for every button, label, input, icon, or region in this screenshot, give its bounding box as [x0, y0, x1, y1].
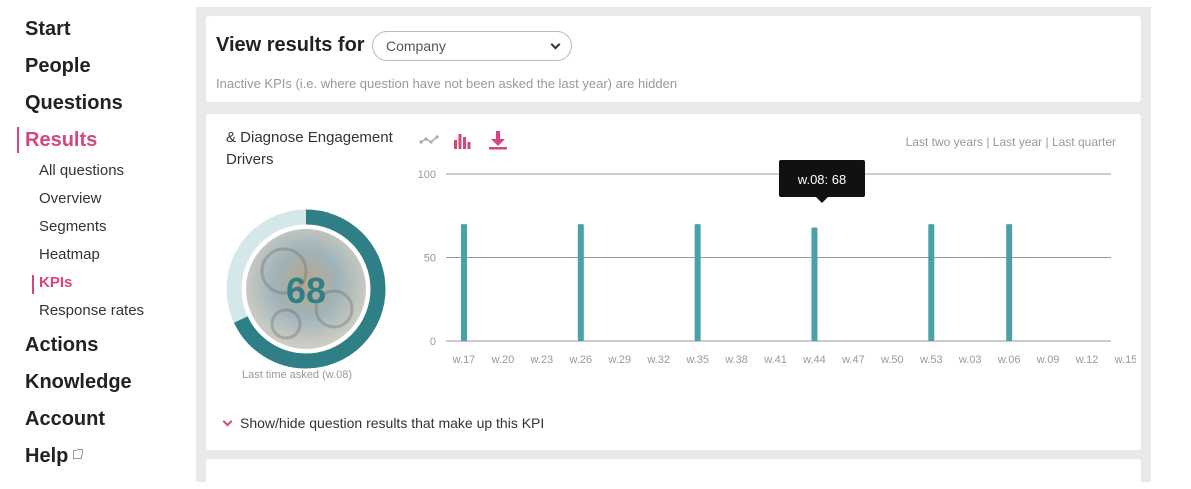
nav-people[interactable]: People — [25, 55, 91, 77]
line-chart-icon[interactable] — [419, 135, 439, 144]
x-tick-label: w.06 — [997, 354, 1021, 366]
chart-bar — [928, 224, 935, 341]
nav-help-label: Help — [25, 445, 69, 467]
chart-tooltip: w.08: 68 — [779, 160, 865, 203]
y-tick-label: 0 — [430, 336, 436, 348]
filter-card: View results for Company Inactive KPIs (… — [206, 16, 1141, 102]
y-tick-label: 50 — [424, 253, 436, 265]
show-hide-toggle[interactable]: Show/hide question results that make up … — [221, 415, 544, 431]
subnav-segments[interactable]: Segments — [39, 218, 107, 235]
show-hide-label: Show/hide question results that make up … — [240, 415, 545, 431]
next-card — [206, 459, 1141, 489]
chevron-down-icon — [222, 416, 233, 427]
chart-tools — [419, 131, 507, 150]
x-tick-label: w.41 — [763, 354, 787, 366]
bar-chart-icon[interactable] — [454, 134, 471, 149]
donut-progress — [226, 209, 386, 369]
inactive-kpis-note: Inactive KPIs (i.e. where question have … — [216, 76, 678, 91]
x-tick-label: w.50 — [880, 354, 904, 366]
main-content: View results for Company Inactive KPIs (… — [196, 7, 1151, 489]
x-tick-label: w.23 — [530, 354, 554, 366]
x-tick-label: w.32 — [646, 354, 670, 366]
chart-bar — [694, 224, 701, 341]
chart-bar — [577, 224, 584, 341]
chevron-down-icon — [550, 39, 561, 50]
x-tick-label: w.15 — [1114, 354, 1136, 366]
sub-active-indicator — [32, 275, 34, 294]
view-results-title: View results for — [216, 34, 365, 56]
chart-bar — [811, 227, 818, 341]
sidebar: Start People Questions Results All quest… — [0, 0, 196, 475]
chart-bar — [1006, 224, 1013, 341]
x-tick-label: w.44 — [802, 354, 826, 366]
subnav-overview[interactable]: Overview — [39, 190, 102, 207]
x-tick-label: w.12 — [1075, 354, 1099, 366]
nav-results[interactable]: Results — [25, 129, 98, 151]
x-tick-label: w.17 — [452, 354, 476, 366]
range-last-year[interactable]: Last year — [992, 135, 1043, 149]
subnav-heatmap[interactable]: Heatmap — [39, 246, 100, 263]
x-tick-label: w.20 — [491, 354, 515, 366]
download-icon[interactable] — [489, 131, 507, 150]
y-tick-label: 100 — [418, 169, 436, 181]
x-tick-label: w.35 — [685, 354, 709, 366]
subnav-response-rates[interactable]: Response rates — [39, 302, 145, 319]
nav-questions[interactable]: Questions — [25, 92, 123, 114]
last-asked-label: Last time asked (w.08) — [242, 369, 353, 381]
chart-bar — [461, 224, 467, 341]
segment-select-value: Company — [386, 38, 446, 54]
nav-help[interactable]: Help — [25, 445, 84, 468]
range-two-years[interactable]: Last two years — [905, 135, 983, 149]
kpi-score: 68 — [286, 270, 326, 311]
x-tick-label: w.09 — [1036, 354, 1060, 366]
x-tick-label: w.29 — [607, 354, 631, 366]
nav-knowledge[interactable]: Knowledge — [25, 371, 132, 393]
subnav-kpis[interactable]: KPIs — [39, 274, 73, 291]
x-tick-label: w.26 — [569, 354, 593, 366]
kpi-title: & Diagnose Engagement Drivers — [226, 129, 393, 168]
range-last-quarter[interactable]: Last quarter — [1051, 135, 1116, 149]
gear-icon — [260, 247, 354, 340]
kpi-bar-chart: 0 50 100 w.17 w.20 w.23 w.26 w.29 w.32 w.35 w.38 w.… — [418, 169, 1136, 366]
x-tick-label: w.03 — [958, 354, 982, 366]
x-tick-label: w.47 — [841, 354, 865, 366]
nav-account[interactable]: Account — [25, 408, 105, 430]
active-indicator — [17, 127, 19, 153]
segment-select[interactable]: Company — [372, 31, 572, 61]
x-tick-label: w.53 — [919, 354, 943, 366]
kpi-background-image — [246, 229, 366, 349]
kpi-score-donut: 68 — [226, 209, 386, 369]
external-link-icon — [73, 449, 84, 460]
kpi-card: & Diagnose Engagement Drivers 68 Last ti… — [206, 114, 1141, 450]
nav-start[interactable]: Start — [25, 18, 71, 40]
time-range-selector: Last two years | Last year | Last quarte… — [905, 135, 1116, 149]
x-tick-label: w.38 — [724, 354, 748, 366]
nav-actions[interactable]: Actions — [25, 334, 99, 356]
subnav-all-questions[interactable]: All questions — [39, 162, 125, 179]
